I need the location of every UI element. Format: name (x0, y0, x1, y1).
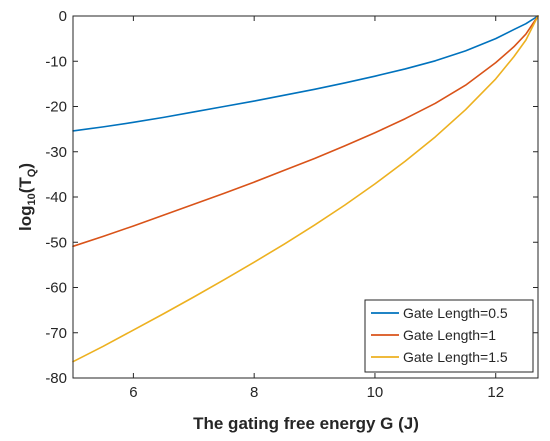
y-axis-title-open: (T (16, 177, 35, 194)
legend-label-3: Gate Length=1.5 (403, 349, 508, 365)
y-tick-label: -10 (45, 53, 67, 70)
series-line-3 (72, 15, 539, 363)
y-axis-title: log10(TQ) (16, 163, 38, 231)
y-tick-label: -60 (45, 280, 67, 297)
legend-label-1: Gate Length=0.5 (403, 305, 508, 321)
y-tick-label: -70 (45, 325, 67, 342)
y-axis-title-close: ) (16, 163, 35, 169)
y-axis-title-sub: 10 (26, 193, 38, 205)
x-tick-label: 6 (129, 384, 137, 401)
x-tick-label: 12 (487, 384, 504, 401)
y-tick-label: -20 (45, 99, 67, 116)
series-line-1 (72, 15, 539, 132)
legend-box (364, 299, 534, 373)
y-axis-title-main: log (16, 206, 35, 232)
y-tick-label: 0 (59, 8, 67, 25)
x-tick-label: 10 (367, 384, 384, 401)
y-tick-label: -50 (45, 234, 67, 251)
legend: Gate Length=0.5 Gate Length=1 Gate Length=… (364, 299, 534, 373)
series-lines (72, 15, 539, 363)
tick-labels: 6 8 10 12 0 -10 -20 -30 -40 -50 -60 -70 -80 (45, 8, 504, 401)
x-tick-label: 8 (250, 384, 258, 401)
legend-label-2: Gate Length=1 (403, 327, 496, 343)
x-axis-title: The gating free energy G (J) (193, 414, 419, 433)
series-line-2 (72, 15, 539, 248)
y-tick-label: -40 (45, 189, 67, 206)
y-axis-title-sub2: Q (26, 168, 38, 177)
axes (72, 15, 539, 379)
y-tick-label: -80 (45, 370, 67, 387)
y-tick-label: -30 (45, 144, 67, 161)
